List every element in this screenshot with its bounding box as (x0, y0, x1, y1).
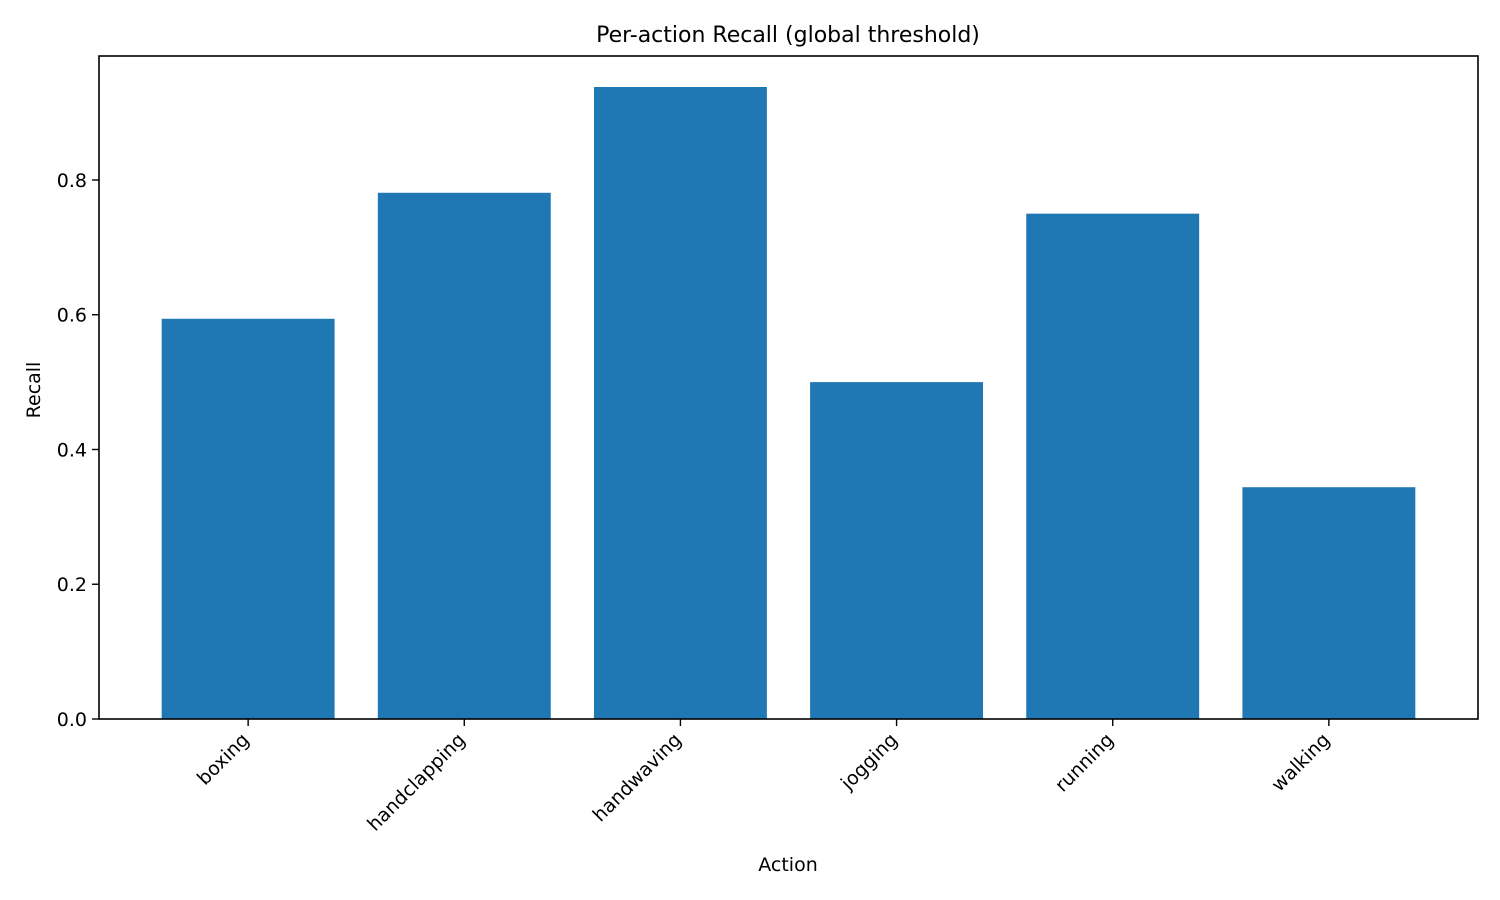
x-tick-label-jogging: jogging (836, 729, 902, 795)
x-axis-label: Action (758, 854, 818, 876)
bar-handclapping (377, 192, 551, 719)
y-axis-label: Recall (23, 362, 45, 419)
y-tick-label: 0.0 (57, 709, 87, 731)
y-tick-label: 0.8 (57, 170, 87, 192)
x-axis-ticks: boxing handclapping handwaving jogging runni… (193, 719, 1334, 836)
bars-group (161, 86, 1416, 720)
bar-walking (1242, 487, 1416, 719)
bar-boxing (161, 318, 335, 719)
x-tick-label-handclapping: handclapping (363, 729, 470, 836)
bar-running (1026, 213, 1200, 720)
x-tick-label-handwaving: handwaving (589, 729, 686, 826)
x-tick-label-running: running (1051, 729, 1118, 796)
y-tick-label: 0.4 (57, 439, 87, 461)
x-tick-label-walking: walking (1267, 729, 1334, 796)
chart-title: Per-action Recall (global threshold) (596, 23, 980, 48)
y-tick-label: 0.6 (57, 305, 87, 327)
y-tick-label: 0.2 (57, 574, 87, 596)
bar-jogging (810, 382, 984, 719)
plot-frame (98, 55, 1479, 720)
bar-handwaving (593, 86, 767, 720)
x-tick-label-boxing: boxing (193, 729, 254, 790)
y-axis-ticks: 0.0 0.2 0.4 0.6 0.8 (57, 170, 99, 731)
